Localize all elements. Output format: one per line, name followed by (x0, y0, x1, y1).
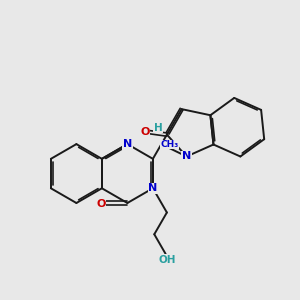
Text: N: N (182, 152, 191, 161)
Text: N: N (148, 183, 158, 193)
Text: O: O (96, 200, 106, 209)
Text: N: N (123, 139, 132, 149)
Text: CH₃: CH₃ (160, 140, 178, 149)
Text: OH: OH (158, 255, 176, 265)
Text: O: O (140, 127, 150, 136)
Text: H: H (154, 123, 162, 133)
